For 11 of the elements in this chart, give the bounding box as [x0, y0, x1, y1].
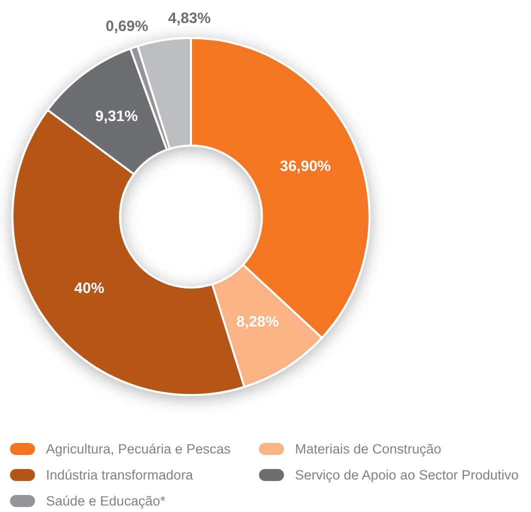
legend-label: Indústria transformadora — [46, 468, 194, 482]
data-label: 0,69% — [106, 18, 148, 36]
legend-label: Agricultura, Pecuária e Pescas — [46, 442, 231, 456]
data-label: 9,31% — [95, 108, 138, 125]
legend-label: Saúde e Educação* — [46, 494, 166, 508]
data-label: 8,28% — [236, 313, 279, 330]
legend-label: Serviço de Apoio ao Sector Produtivo — [295, 468, 519, 482]
data-label: 40% — [74, 280, 104, 298]
data-label: 4,83% — [168, 10, 211, 27]
data-label: 36,90% — [280, 158, 331, 176]
legend-label: Materiais de Construção — [295, 442, 442, 456]
